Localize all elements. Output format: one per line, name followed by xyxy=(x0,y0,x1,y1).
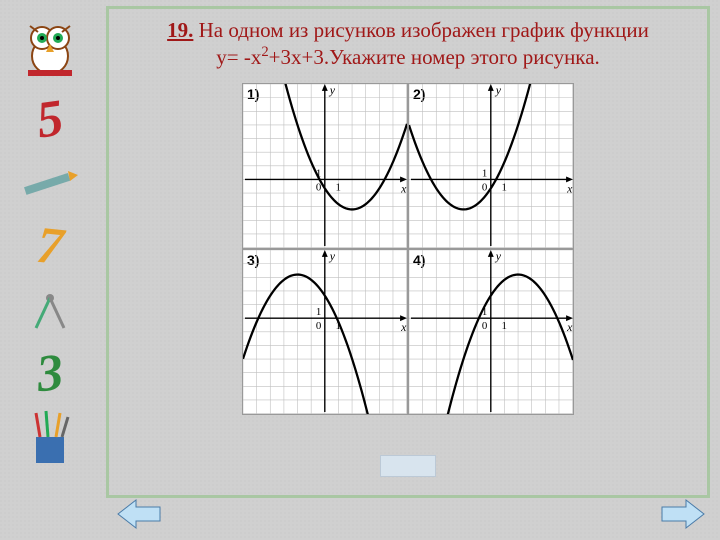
graph-panel-4: 4) yx101 xyxy=(408,249,574,415)
svg-text:0: 0 xyxy=(482,320,488,332)
question-number: 19. xyxy=(167,18,193,42)
graph-panel-3: 3) yx101 xyxy=(242,249,408,415)
svg-text:y: y xyxy=(329,250,336,263)
graph-panel-1: 1) yx101 xyxy=(242,83,408,249)
owl-mascot-icon xyxy=(20,18,80,78)
graph-4-svg: yx101 xyxy=(409,250,573,414)
compass-icon xyxy=(18,288,82,332)
question-text: 19. На одном из рисунков изображен графи… xyxy=(109,9,707,75)
question-formula: у= -х2+3х+3. xyxy=(216,45,329,69)
question-line1: На одном из рисунков изображен график фу… xyxy=(199,18,649,42)
svg-text:0: 0 xyxy=(482,181,488,193)
number-3-icon: 3 xyxy=(34,343,66,404)
svg-text:0: 0 xyxy=(316,320,322,332)
content-frame: 19. На одном из рисунков изображен графи… xyxy=(106,6,710,498)
sidebar: 5 7 3 xyxy=(0,0,100,540)
graph-3-svg: yx101 xyxy=(243,250,407,414)
svg-text:x: x xyxy=(566,320,573,334)
prev-arrow-button[interactable] xyxy=(116,496,162,532)
graph-2-svg: y x 1 0 1 xyxy=(409,84,573,248)
answer-box[interactable] xyxy=(380,455,436,477)
pencil-cup-icon xyxy=(18,415,82,459)
question-line2: Укажите номер этого рисунка. xyxy=(329,45,600,69)
number-7-icon: 7 xyxy=(34,216,66,277)
graphs-grid: 1) yx101 2) yx101 3) yx101 4) yx101 xyxy=(242,83,574,415)
next-arrow-button[interactable] xyxy=(660,496,706,532)
svg-text:y: y xyxy=(329,84,336,97)
svg-text:x: x xyxy=(566,181,573,195)
pencil-icon xyxy=(18,161,82,205)
svg-text:x: x xyxy=(400,181,407,195)
graph-1-svg: yx101 xyxy=(243,84,407,248)
svg-text:y: y xyxy=(495,250,502,263)
svg-text:1: 1 xyxy=(335,181,340,193)
svg-text:1: 1 xyxy=(501,181,506,193)
svg-text:1: 1 xyxy=(501,320,506,332)
svg-text:x: x xyxy=(400,320,407,334)
svg-text:1: 1 xyxy=(316,306,321,318)
svg-text:1: 1 xyxy=(482,167,487,179)
number-5-icon: 5 xyxy=(33,88,67,150)
graph-panel-2: 2) yx101 xyxy=(408,83,574,249)
svg-text:y: y xyxy=(495,84,502,97)
